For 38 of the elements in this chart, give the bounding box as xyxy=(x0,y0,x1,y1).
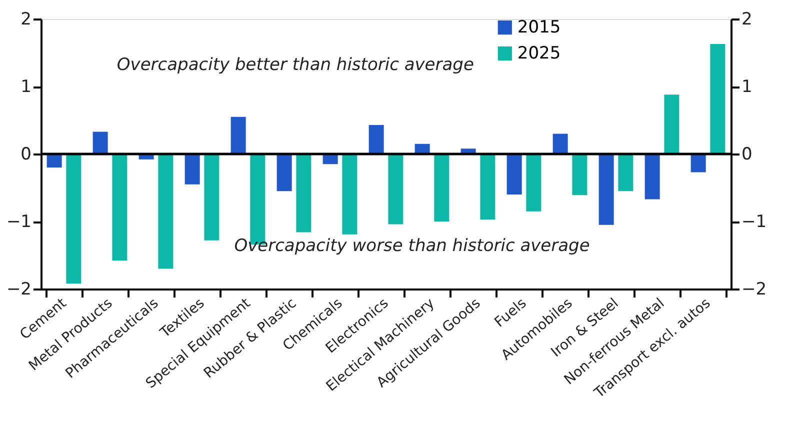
y2-tick-label: 0 xyxy=(742,144,752,164)
bar xyxy=(66,154,82,284)
y-tick-label: 2 xyxy=(20,10,32,30)
bar xyxy=(276,154,292,192)
legend-label: 2015 xyxy=(517,18,561,38)
bar xyxy=(368,124,384,154)
bar xyxy=(552,134,568,154)
y-tick-label: −1 xyxy=(6,212,32,232)
bar xyxy=(204,154,220,240)
y2-tick-label: 1 xyxy=(742,77,752,97)
bar xyxy=(618,154,634,192)
bar xyxy=(710,44,726,154)
bar xyxy=(690,154,706,172)
legend-label: 2025 xyxy=(517,44,561,64)
bar xyxy=(434,154,450,222)
bar xyxy=(342,154,358,234)
y2-tick-label: 2 xyxy=(742,10,752,30)
bar xyxy=(644,154,660,200)
annotation: Overcapacity better than historic average xyxy=(116,54,474,75)
bar xyxy=(506,154,522,194)
bar xyxy=(158,154,174,269)
bar xyxy=(184,154,200,184)
bar xyxy=(296,154,312,232)
annotation: Overcapacity worse than historic average xyxy=(234,236,590,256)
y2-tick-label: −1 xyxy=(742,212,767,232)
y2-tick-label: −2 xyxy=(742,280,767,300)
bar xyxy=(526,154,542,212)
bar xyxy=(388,154,404,224)
y-tick-label: 0 xyxy=(20,144,32,164)
bar xyxy=(230,116,246,154)
y-tick-label: 1 xyxy=(20,77,32,97)
bar xyxy=(112,154,128,261)
y-tick-label: −2 xyxy=(6,280,32,300)
bar xyxy=(664,94,680,154)
bar xyxy=(572,154,588,196)
bar xyxy=(92,132,108,154)
bar xyxy=(480,154,496,220)
bar xyxy=(598,154,614,225)
